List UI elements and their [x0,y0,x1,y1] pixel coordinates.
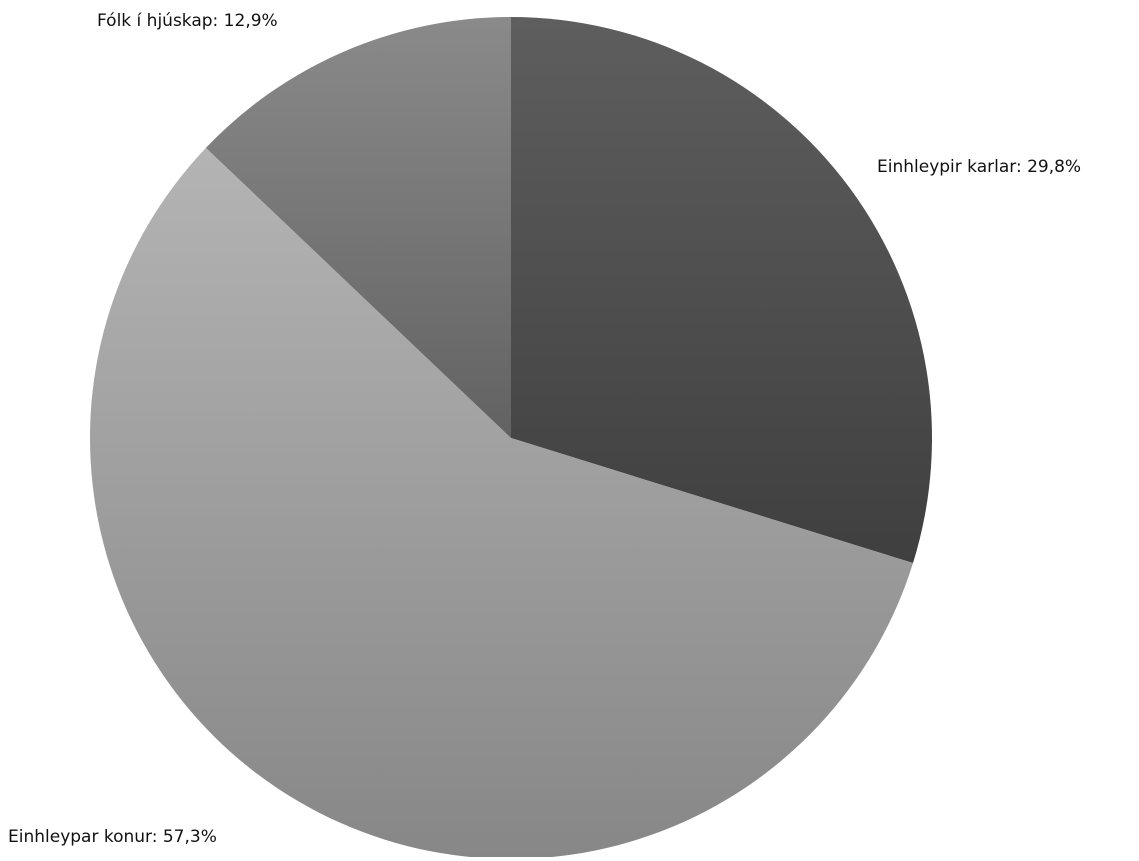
pie-slices [90,17,933,859]
pie-data-labels: Einhleypir karlar: 29,8% Einhleypar konur… [8,11,1081,847]
pie-slice-1 [511,17,933,564]
pie-data-label-2: Einhleypar konur: 57,3% [8,827,217,847]
pie-slice-3 [205,17,512,438]
pie-data-label-1: Einhleypir karlar: 29,8% [877,157,1081,177]
pie-data-label-3: Fólk í hjúskap: 12,9% [97,11,278,31]
pie-slice-2 [90,147,914,859]
